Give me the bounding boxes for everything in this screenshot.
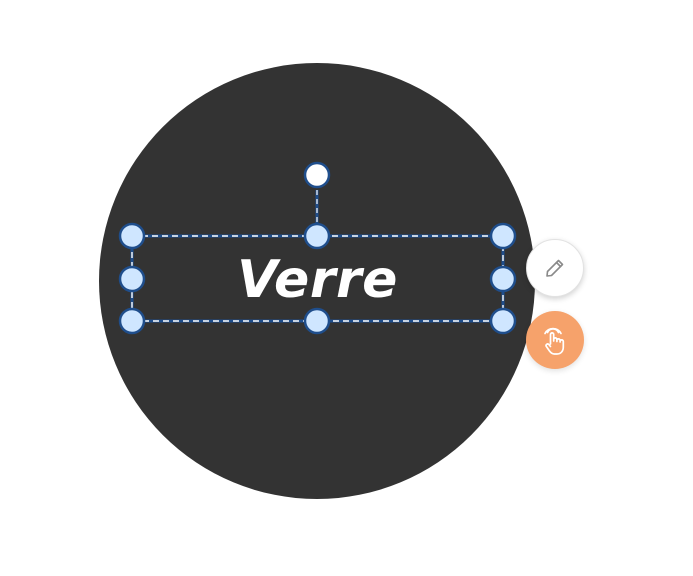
resize-handle-top-center[interactable] bbox=[303, 222, 331, 250]
resize-handle-top-right[interactable] bbox=[489, 222, 517, 250]
resize-handle-middle-left[interactable] bbox=[118, 265, 146, 293]
resize-handle-bottom-right[interactable] bbox=[489, 307, 517, 335]
rotation-handle[interactable] bbox=[303, 161, 331, 189]
shape-text-label[interactable]: Verre bbox=[237, 250, 398, 310]
circle-shape[interactable] bbox=[99, 63, 535, 499]
resize-handle-middle-right[interactable] bbox=[489, 265, 517, 293]
resize-handle-bottom-center[interactable] bbox=[303, 307, 331, 335]
edit-button[interactable] bbox=[526, 239, 584, 297]
hand-pointer-icon bbox=[544, 327, 565, 355]
interaction-button[interactable] bbox=[526, 311, 584, 369]
resize-handle-bottom-left[interactable] bbox=[118, 307, 146, 335]
pencil-icon bbox=[546, 259, 564, 277]
resize-handle-top-left[interactable] bbox=[118, 222, 146, 250]
